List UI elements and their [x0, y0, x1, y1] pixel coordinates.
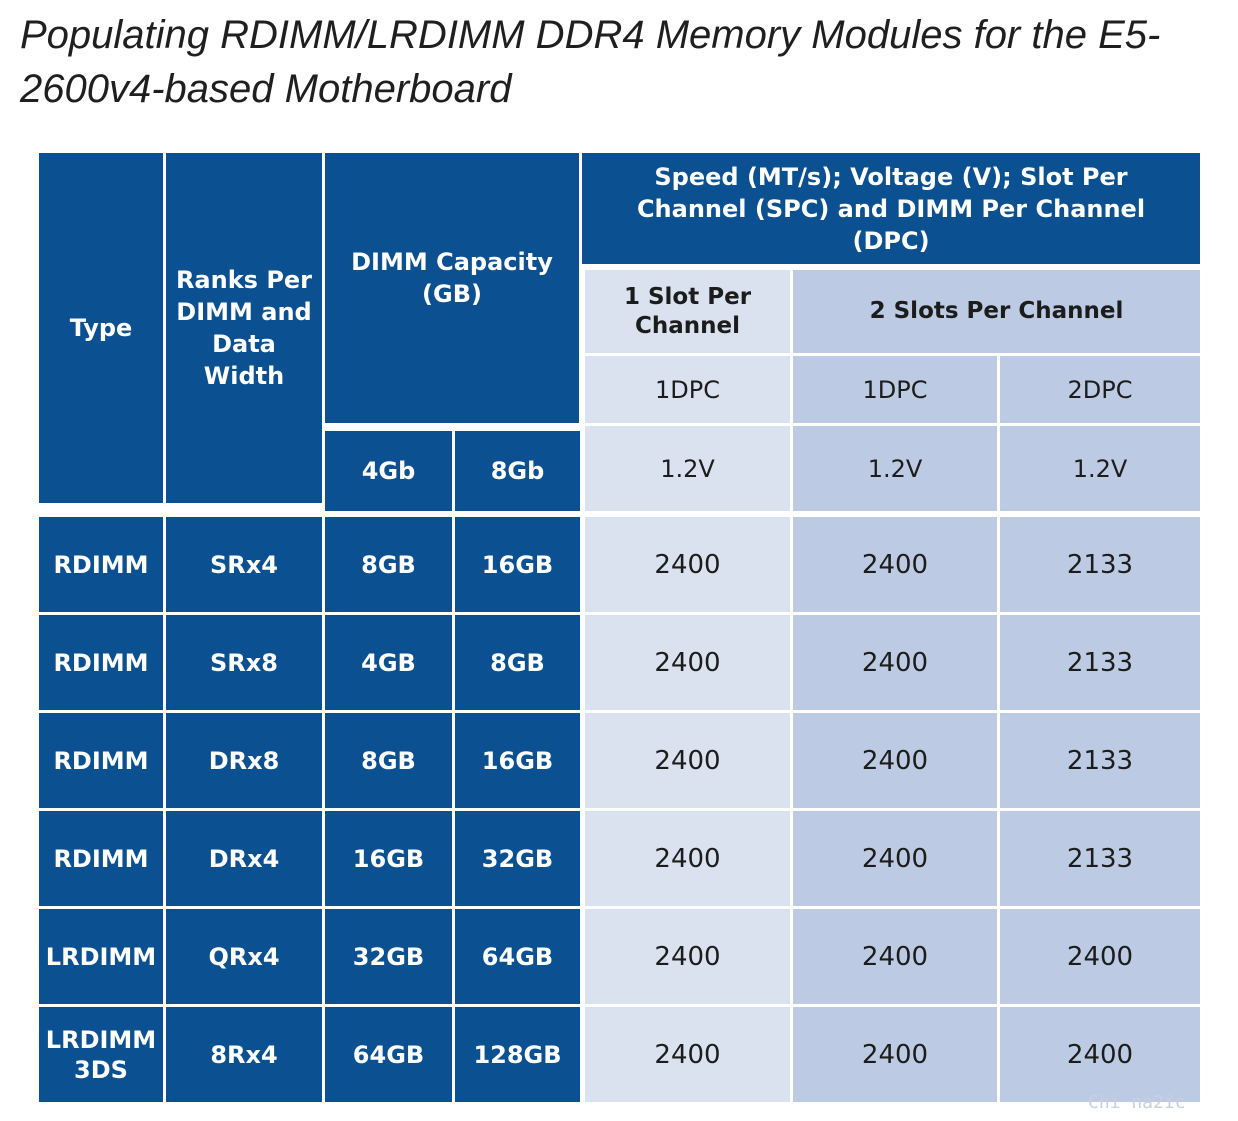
- cell-capacity-8gb: 8GB: [455, 615, 580, 710]
- header-type: Type: [39, 153, 163, 503]
- cell-capacity-4gb: 32GB: [325, 909, 452, 1004]
- header-density-4gb: 4Gb: [325, 431, 452, 511]
- header-dpc-1: 1DPC: [585, 356, 790, 423]
- cell-spc2-2dpc: 2400: [1000, 1007, 1200, 1102]
- cell-ranks: DRx8: [166, 713, 322, 808]
- cell-spc2-1dpc: 2400: [793, 517, 997, 612]
- cell-capacity-4gb: 16GB: [325, 811, 452, 906]
- cell-spc1-1dpc: 2400: [585, 1007, 790, 1102]
- cell-spc1-1dpc: 2400: [585, 713, 790, 808]
- cell-type: RDIMM: [39, 713, 163, 808]
- cell-type: LRDIMM 3DS: [39, 1007, 163, 1102]
- cell-type: LRDIMM: [39, 909, 163, 1004]
- cell-capacity-4gb: 64GB: [325, 1007, 452, 1102]
- cell-capacity-4gb: 8GB: [325, 517, 452, 612]
- cell-type: RDIMM: [39, 615, 163, 710]
- header-voltage-1: 1.2V: [585, 426, 790, 511]
- cell-ranks: QRx4: [166, 909, 322, 1004]
- header-speed: Speed (MT/s); Voltage (V); Slot Per Chan…: [582, 153, 1200, 264]
- cell-capacity-8gb: 16GB: [455, 713, 580, 808]
- cell-spc1-1dpc: 2400: [585, 909, 790, 1004]
- cell-spc2-2dpc: 2133: [1000, 517, 1200, 612]
- cell-type: RDIMM: [39, 517, 163, 612]
- cell-capacity-4gb: 4GB: [325, 615, 452, 710]
- header-density-8gb: 8Gb: [455, 431, 580, 511]
- header-voltage-2: 1.2V: [793, 426, 997, 511]
- cell-spc2-1dpc: 2400: [793, 1007, 997, 1102]
- header-two-slots: 2 Slots Per Channel: [793, 270, 1200, 353]
- cell-ranks: SRx4: [166, 517, 322, 612]
- cell-spc2-1dpc: 2400: [793, 909, 997, 1004]
- cell-spc2-2dpc: 2133: [1000, 615, 1200, 710]
- cell-capacity-8gb: 16GB: [455, 517, 580, 612]
- header-ranks: Ranks Per DIMM and Data Width: [166, 153, 322, 503]
- header-dpc-3: 2DPC: [1000, 356, 1200, 423]
- cell-capacity-8gb: 64GB: [455, 909, 580, 1004]
- cell-spc2-2dpc: 2133: [1000, 811, 1200, 906]
- cell-spc1-1dpc: 2400: [585, 517, 790, 612]
- cell-spc2-1dpc: 2400: [793, 615, 997, 710]
- cell-ranks: 8Rx4: [166, 1007, 322, 1102]
- cell-spc1-1dpc: 2400: [585, 615, 790, 710]
- cell-spc2-2dpc: 2400: [1000, 909, 1200, 1004]
- cell-spc2-1dpc: 2400: [793, 811, 997, 906]
- cell-ranks: DRx4: [166, 811, 322, 906]
- header-voltage-3: 1.2V: [1000, 426, 1200, 511]
- cell-capacity-4gb: 8GB: [325, 713, 452, 808]
- header-capacity: DIMM Capacity (GB): [325, 153, 579, 423]
- cell-capacity-8gb: 32GB: [455, 811, 580, 906]
- watermark: Chi na2ic: [1088, 1092, 1186, 1113]
- cell-spc2-2dpc: 2133: [1000, 713, 1200, 808]
- cell-type: RDIMM: [39, 811, 163, 906]
- cell-spc2-1dpc: 2400: [793, 713, 997, 808]
- page-title: Populating RDIMM/LRDIMM DDR4 Memory Modu…: [20, 13, 1161, 111]
- cell-capacity-8gb: 128GB: [455, 1007, 580, 1102]
- header-one-slot: 1 Slot Per Channel: [585, 270, 790, 353]
- header-dpc-2: 1DPC: [793, 356, 997, 423]
- cell-spc1-1dpc: 2400: [585, 811, 790, 906]
- cell-ranks: SRx8: [166, 615, 322, 710]
